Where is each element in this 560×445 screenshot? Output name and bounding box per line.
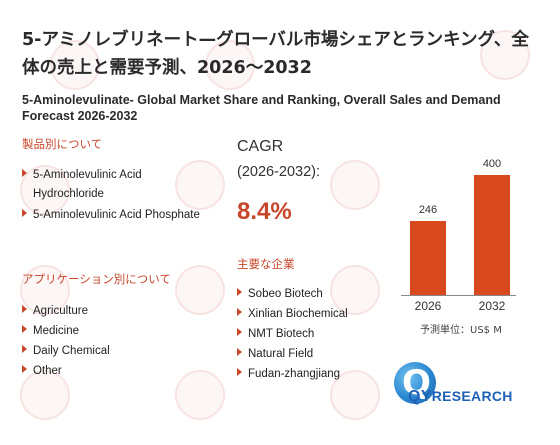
chart-unit-label: 予測単位：US$ M [420,325,502,336]
bullet-icon [237,308,242,316]
watermark-logo [175,370,225,420]
globe-icon [394,362,436,404]
watermark-logo [480,30,530,80]
page-subtitle: 5-Aminolevulinate- Global Market Share a… [22,93,501,123]
cagr-period: (2026-2032): [237,164,321,180]
bullet-icon [22,209,27,217]
companies-heading: 主要な企業 [237,257,295,271]
company-item: Natural Field [237,345,313,364]
x-tick-2032: 2032 [478,299,506,313]
products-heading: 製品別について [22,137,103,151]
x-axis-line [401,295,516,296]
bullet-icon [22,345,27,353]
bullet-icon [237,288,242,296]
company-item: Xinlian Biochemical [237,305,348,324]
cagr-value: 8.4% [237,198,292,225]
watermark-logo [175,265,225,315]
logo-q-glyph: Q [402,363,431,403]
watermark-logo [20,370,70,420]
bullet-icon [22,169,27,177]
watermark-logo [330,370,380,420]
watermark-logo [175,160,225,210]
forecast-bar-chart: 246 400 2026 2032 [393,158,523,360]
watermark-logo [20,165,70,215]
x-tick-2026: 2026 [414,299,442,313]
application-item: Daily Chemical [22,342,110,361]
application-item: Other [22,362,62,381]
company-item: Fudan-zhangjiang [237,365,340,384]
application-item: Medicine [22,322,79,341]
cagr-label: CAGR [237,138,284,155]
company-item: Sobeo Biotech [237,285,323,304]
watermark-logo [20,265,70,315]
bullet-icon [237,348,242,356]
bullet-icon [22,305,27,313]
bar-value-2026: 246 [418,204,438,217]
watermark-logo [330,265,380,315]
page-title: 5-アミノレブリネート—グローバル市場シェアとランキング、全体の売上と需要予測、… [22,30,529,78]
watermark-logo [330,160,380,210]
watermark-logo [50,40,100,90]
logo-wordmark: QYRESEARCH [408,388,513,405]
bar-2032 [474,175,510,295]
bullet-icon [237,328,242,336]
product-item: 5-Aminolevulinic Acid Hydrochloride [22,166,202,204]
application-item: Agriculture [22,302,88,321]
company-item: NMT Biotech [237,325,314,344]
bullet-icon [22,365,27,373]
bullet-icon [237,368,242,376]
qyresearch-logo: Q QYRESEARCH [394,362,534,426]
bar-2026 [410,221,446,295]
product-item: 5-Aminolevulinic Acid Phosphate [22,206,202,225]
bar-value-2032: 400 [482,158,502,170]
watermark-logo [205,40,255,90]
applications-heading: アプリケーション別について [22,272,171,286]
bullet-icon [22,325,27,333]
